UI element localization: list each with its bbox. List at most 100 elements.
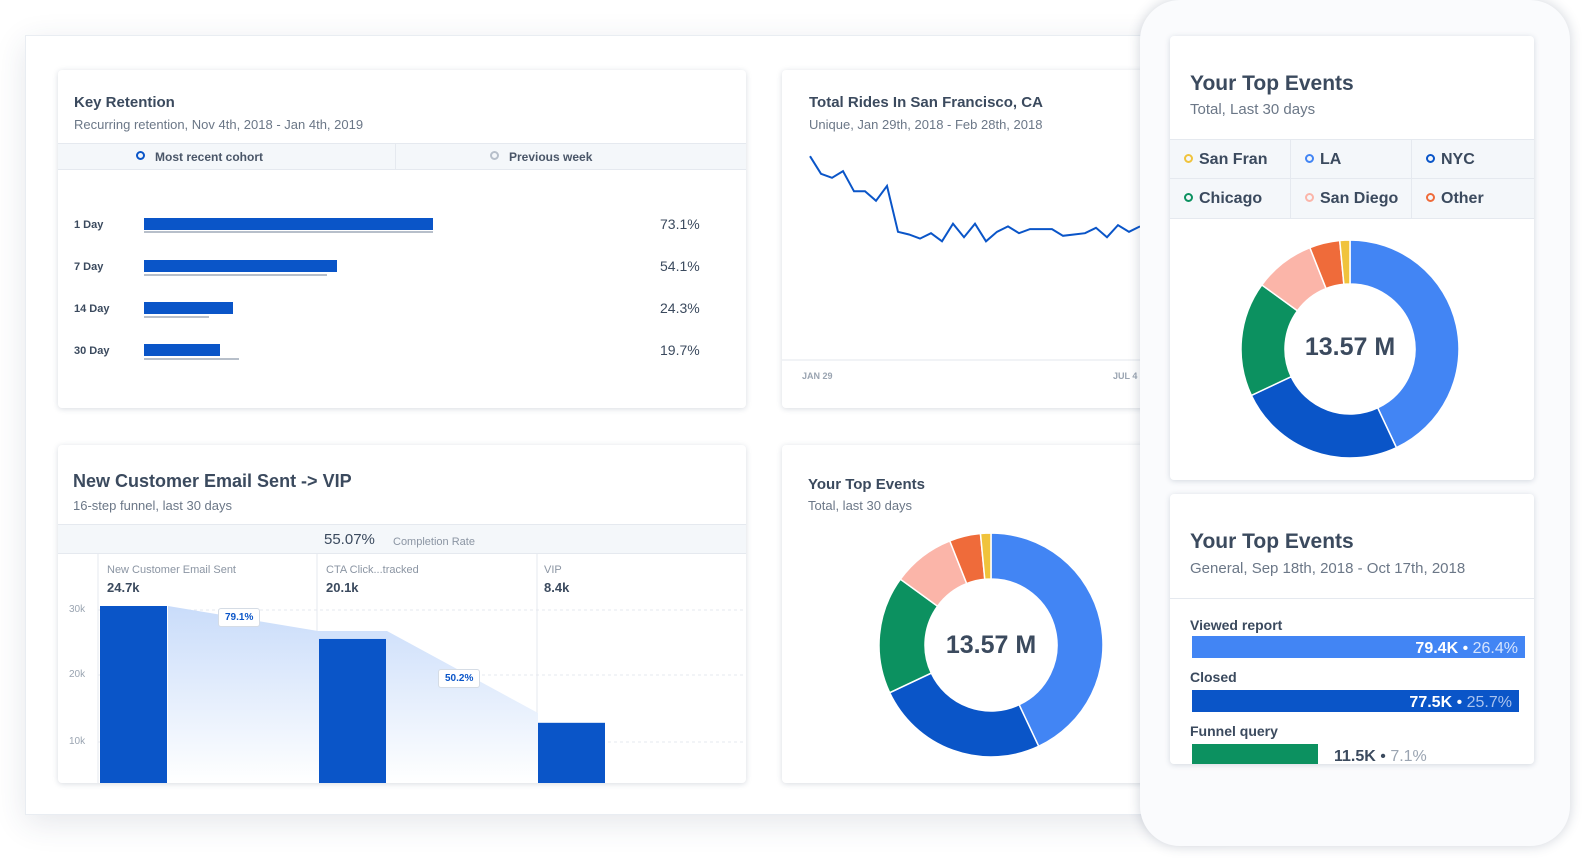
event-row-bar[interactable] (1192, 690, 1519, 712)
card-title: Your Top Events (1190, 530, 1354, 553)
retention-row-label: 1 Day (74, 219, 104, 231)
legend-item-san-fran[interactable]: San Fran (1170, 140, 1291, 179)
legend-item-san-diego[interactable]: San Diego (1291, 179, 1412, 218)
event-row-value: 79.4K • 26.4% (1415, 640, 1518, 657)
donut-slice-la[interactable] (990, 532, 1104, 748)
value: 77.5K (1409, 694, 1453, 711)
retention-row-label: 30 Day (74, 345, 110, 357)
funnel-chart (97, 553, 746, 783)
funnel-bar (319, 638, 386, 783)
top-events-card: Your Top Events Total, last 30 days 13.5… (782, 445, 1162, 783)
events-legend: San Fran LA NYC Chicago San Diego Other (1170, 139, 1534, 219)
funnel-bar (100, 606, 167, 783)
retention-bar-current (144, 344, 220, 356)
grey-dot-icon (490, 151, 499, 160)
top-events-total-card: Your Top Events Total, Last 30 days San … (1170, 36, 1534, 480)
donut-center-value: 13.57 M (945, 631, 1037, 659)
retention-bar-current (144, 218, 433, 230)
legend-label: Previous week (509, 150, 593, 164)
card-title: New Customer Email Sent -> VIP (73, 471, 352, 491)
step-value: 24.7k (107, 580, 140, 595)
divider (1170, 598, 1534, 599)
conversion-tag: 79.1% (218, 608, 261, 627)
top-events-general-card: Your Top Events General, Sep 18th, 2018 … (1170, 494, 1534, 764)
legend-previous-week[interactable]: Previous week (490, 150, 592, 164)
retention-bar-previous (144, 358, 239, 360)
step-name: CTA Click...tracked (326, 564, 419, 576)
retention-row-value: 73.1% (660, 216, 700, 232)
card-title: Your Top Events (1190, 72, 1354, 95)
card-subtitle: Total, last 30 days (808, 498, 913, 513)
card-subtitle: Unique, Jan 29th, 2018 - Feb 28th, 2018 (809, 117, 1043, 132)
donut-slice-nyc[interactable] (1250, 375, 1398, 459)
retention-legend: Most recent cohort Previous week (58, 143, 746, 170)
legend-label: NYC (1441, 151, 1475, 168)
retention-bar-previous (144, 231, 433, 233)
percent: 25.7% (1466, 694, 1512, 711)
donut-slice-san-fran[interactable] (1338, 239, 1351, 286)
percent: 26.4% (1472, 640, 1518, 657)
blue-dot-icon (136, 151, 145, 160)
retention-row-value: 24.3% (660, 300, 700, 316)
completion-bar: 55.07% Completion Rate (58, 524, 746, 554)
event-row-label: Viewed report (1190, 617, 1283, 633)
retention-bar-previous (144, 316, 209, 318)
donut-chart (878, 532, 1104, 758)
donut-slice-la[interactable] (1349, 239, 1460, 449)
completion-label: Completion Rate (393, 536, 475, 548)
legend-label: San Fran (1199, 151, 1268, 168)
percent: 7.1% (1390, 748, 1427, 764)
blue-dot-icon (1305, 154, 1314, 163)
event-row-label: Funnel query (1190, 723, 1278, 739)
dark-blue-dot-icon (1426, 154, 1435, 163)
card-subtitle: 16-step funnel, last 30 days (73, 498, 232, 513)
donut-chart (1240, 239, 1460, 459)
funnel-bar (538, 722, 605, 783)
donut-center-value: 13.57 M (1304, 333, 1396, 361)
event-row-value: 77.5K • 25.7% (1409, 694, 1512, 711)
event-row-bar[interactable] (1192, 636, 1525, 658)
legend-most-recent[interactable]: Most recent cohort (136, 150, 263, 164)
donut-slice-san-fran[interactable] (979, 532, 992, 581)
step-value: 20.1k (326, 580, 359, 595)
yellow-dot-icon (1184, 154, 1193, 163)
card-subtitle: General, Sep 18th, 2018 - Oct 17th, 2018 (1190, 560, 1466, 577)
retention-bar-previous (144, 274, 327, 276)
legend-label: Most recent cohort (155, 150, 264, 164)
value: 79.4K (1415, 640, 1459, 657)
y-tick: 20k (69, 669, 86, 680)
donut-slice-nyc[interactable] (888, 672, 1040, 758)
value: 11.5K (1334, 748, 1376, 764)
side-panel: Your Top Events Total, Last 30 days San … (1140, 0, 1570, 846)
legend-divider (395, 144, 396, 169)
green-dot-icon (1184, 193, 1193, 202)
event-row-value: 11.5K • 7.1% (1334, 748, 1427, 764)
x-axis-start-label: JAN 29 (802, 371, 833, 381)
legend-item-chicago[interactable]: Chicago (1170, 179, 1291, 218)
total-rides-card: Total Rides In San Francisco, CA Unique,… (782, 70, 1162, 408)
conversion-tag: 50.2% (438, 669, 481, 688)
retention-row-value: 54.1% (660, 258, 700, 274)
retention-bar-current (144, 260, 337, 272)
funnel-card: New Customer Email Sent -> VIP 16-step f… (58, 445, 746, 783)
step-value: 8.4k (544, 580, 570, 595)
step-name: VIP (544, 564, 562, 576)
card-subtitle: Recurring retention, Nov 4th, 2018 - Jan… (74, 117, 364, 132)
event-row-label: Closed (1190, 669, 1237, 685)
legend-item-other[interactable]: Other (1412, 179, 1534, 218)
card-title: Total Rides In San Francisco, CA (809, 94, 1043, 111)
orange-dot-icon (1426, 193, 1435, 202)
step-name: New Customer Email Sent (107, 564, 236, 576)
key-retention-card: Key Retention Recurring retention, Nov 4… (58, 70, 746, 408)
legend-label: San Diego (1320, 190, 1399, 207)
legend-item-la[interactable]: LA (1291, 140, 1412, 179)
completion-value: 55.07% (324, 531, 375, 548)
card-title: Your Top Events (808, 476, 925, 493)
retention-row-label: 14 Day (74, 303, 110, 315)
retention-row-value: 19.7% (660, 342, 700, 358)
legend-item-nyc[interactable]: NYC (1412, 140, 1534, 179)
pink-dot-icon (1305, 193, 1314, 202)
event-row-bar[interactable] (1192, 744, 1318, 764)
rides-line (809, 155, 1141, 243)
legend-label: Chicago (1199, 190, 1263, 207)
